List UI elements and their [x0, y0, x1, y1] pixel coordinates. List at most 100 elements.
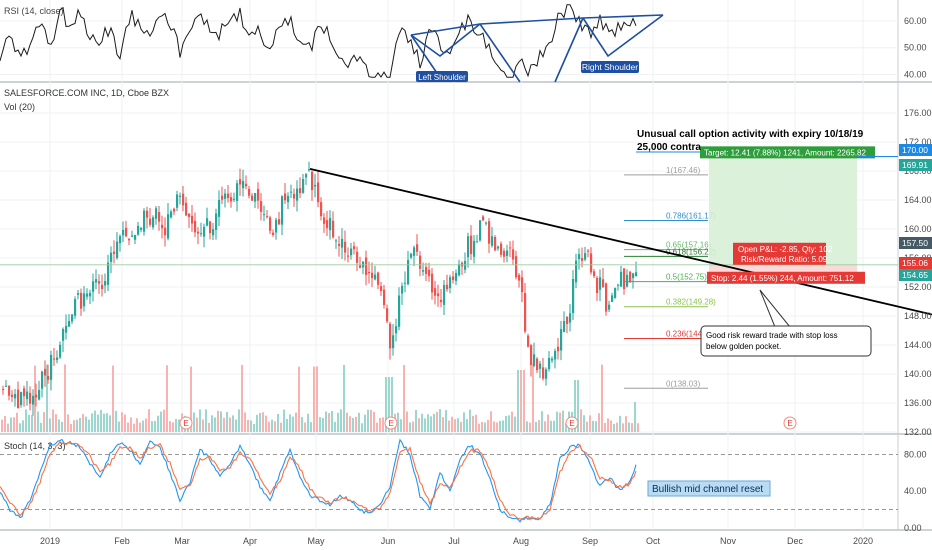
candle-body[interactable]: [632, 273, 635, 279]
candle-body[interactable]: [422, 270, 425, 272]
time-axis[interactable]: 2019 Feb Mar Apr May Jun Jul Aug Sep Oct Nov Dec 202…: [40, 536, 873, 546]
candle-body[interactable]: [92, 281, 95, 292]
candle-body[interactable]: [287, 195, 290, 203]
candle-body[interactable]: [536, 358, 539, 371]
candle-body[interactable]: [611, 295, 614, 302]
candle-body[interactable]: [251, 195, 254, 201]
candle-body[interactable]: [146, 210, 149, 218]
candle-body[interactable]: [518, 275, 521, 281]
candle-body[interactable]: [38, 389, 41, 400]
candle-body[interactable]: [599, 277, 602, 290]
candle-body[interactable]: [134, 234, 137, 240]
candle-body[interactable]: [437, 293, 440, 297]
candle-body[interactable]: [191, 215, 194, 224]
candle-body[interactable]: [71, 314, 74, 322]
candle-body[interactable]: [407, 259, 410, 285]
candle-body[interactable]: [350, 248, 353, 256]
candle-body[interactable]: [446, 284, 449, 290]
candle-body[interactable]: [173, 208, 176, 212]
candle-body[interactable]: [20, 392, 23, 406]
candle-body[interactable]: [140, 227, 143, 230]
candle-body[interactable]: [404, 282, 407, 284]
candle-body[interactable]: [368, 271, 371, 274]
candle-body[interactable]: [257, 188, 260, 201]
candle-body[interactable]: [89, 292, 92, 297]
candle-body[interactable]: [431, 273, 434, 293]
candle-body[interactable]: [8, 385, 11, 396]
rsi-line[interactable]: [0, 4, 637, 78]
earnings-marker[interactable]: [565, 416, 579, 430]
candle-body[interactable]: [473, 240, 476, 257]
candle-body[interactable]: [566, 316, 569, 324]
candle-body[interactable]: [272, 232, 275, 235]
candle-body[interactable]: [365, 257, 368, 275]
candle-body[interactable]: [524, 292, 527, 332]
candle-body[interactable]: [188, 213, 191, 217]
candle-body[interactable]: [170, 211, 173, 218]
candle-body[interactable]: [341, 238, 344, 248]
candle-body[interactable]: [383, 289, 386, 306]
candle-body[interactable]: [65, 325, 68, 333]
candle-body[interactable]: [530, 345, 533, 365]
candle-body[interactable]: [62, 328, 65, 341]
candle-body[interactable]: [419, 255, 422, 269]
candle-body[interactable]: [218, 199, 221, 217]
candle-body[interactable]: [209, 221, 212, 234]
candle-body[interactable]: [11, 394, 14, 397]
candle-body[interactable]: [107, 262, 110, 285]
candle-body[interactable]: [233, 198, 236, 200]
candle-body[interactable]: [548, 358, 551, 370]
candle-body[interactable]: [464, 260, 467, 270]
candle-body[interactable]: [323, 217, 326, 224]
candle-body[interactable]: [521, 277, 524, 293]
candle-body[interactable]: [434, 288, 437, 296]
candle-body[interactable]: [263, 214, 266, 216]
candle-body[interactable]: [239, 179, 242, 185]
candle-body[interactable]: [32, 395, 35, 405]
candle-body[interactable]: [155, 208, 158, 219]
candle-body[interactable]: [128, 238, 131, 241]
candle-body[interactable]: [98, 281, 101, 284]
candle-body[interactable]: [44, 368, 47, 376]
candle-body[interactable]: [125, 227, 128, 237]
candle-body[interactable]: [347, 255, 350, 257]
candle-body[interactable]: [410, 253, 413, 258]
candle-body[interactable]: [386, 308, 389, 322]
candle-body[interactable]: [101, 284, 104, 290]
candle-body[interactable]: [344, 241, 347, 253]
candle-body[interactable]: [353, 246, 356, 250]
candle-body[interactable]: [584, 253, 587, 260]
candle-body[interactable]: [338, 243, 341, 246]
candle-body[interactable]: [428, 269, 431, 277]
candle-body[interactable]: [290, 191, 293, 193]
candle-body[interactable]: [557, 346, 560, 352]
candle-body[interactable]: [596, 277, 599, 294]
candle-body[interactable]: [569, 313, 572, 323]
candle-body[interactable]: [248, 188, 251, 196]
candle-body[interactable]: [449, 277, 452, 289]
candle-body[interactable]: [515, 256, 518, 278]
candle-body[interactable]: [215, 213, 218, 231]
candle-body[interactable]: [620, 271, 623, 287]
stoch-k-line[interactable]: [0, 438, 637, 523]
candle-body[interactable]: [374, 274, 377, 280]
candle-body[interactable]: [119, 236, 122, 244]
candle-body[interactable]: [143, 210, 146, 232]
candle-body[interactable]: [509, 247, 512, 249]
candle-body[interactable]: [608, 304, 611, 310]
candle-body[interactable]: [443, 284, 446, 305]
candle-body[interactable]: [545, 369, 548, 379]
candle-body[interactable]: [158, 212, 161, 222]
candle-body[interactable]: [26, 391, 29, 400]
candle-body[interactable]: [527, 335, 530, 347]
candle-body[interactable]: [164, 227, 167, 236]
candle-body[interactable]: [497, 246, 500, 249]
candle-body[interactable]: [104, 281, 107, 286]
candle-body[interactable]: [95, 279, 98, 283]
candle-body[interactable]: [392, 335, 395, 349]
earnings-marker[interactable]: [179, 416, 193, 430]
price-tag[interactable]: [899, 159, 932, 171]
candle-body[interactable]: [194, 220, 197, 233]
candle-body[interactable]: [587, 250, 590, 252]
candle-body[interactable]: [581, 258, 584, 261]
